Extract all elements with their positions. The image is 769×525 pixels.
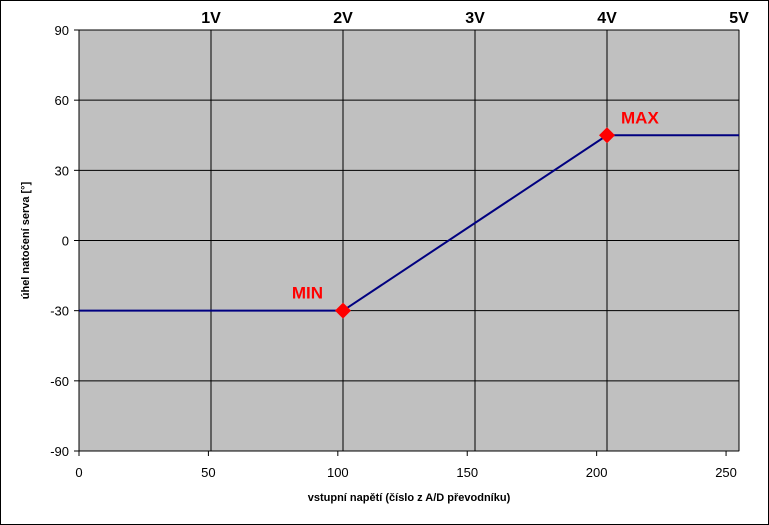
top-voltage-label: 5V [729,10,749,27]
top-voltage-label: 4V [597,10,617,27]
tick-labels: 90 60 30 0 -30 -60 -90 0 50 100 150 200 250 1V 2V 3V 4V 5… [50,10,749,480]
marker-layer: MIN MAX [292,108,659,319]
y-tick-label: 90 [55,23,69,38]
x-tick-label: 250 [715,465,737,480]
y-tick-label: -90 [50,444,69,459]
series-line [79,134,739,312]
y-tick-label: -30 [50,304,69,319]
y-tick-label: 30 [55,163,69,178]
x-tick-label: 0 [75,465,82,480]
x-tick-label: 150 [456,465,478,480]
marker-min-label: MIN [292,284,323,303]
top-voltage-label: 3V [465,10,485,27]
x-tick-label: 100 [327,465,349,480]
series-layer [79,134,739,312]
y-tick-label: 0 [62,234,69,249]
top-voltage-label: 1V [201,10,221,27]
y-axis-title: úhel natočení serva [°] [20,181,32,299]
marker-min-diamond [335,302,351,319]
top-voltage-label: 2V [333,10,353,27]
x-tick-label: 200 [586,465,608,480]
y-tick-label: -60 [50,374,69,389]
marker-max-diamond [599,127,615,144]
marker-max-label: MAX [621,108,659,127]
y-tick-label: 60 [55,93,69,108]
x-tick-label: 50 [201,465,215,480]
x-axis-title: vstupní napětí (číslo z A/D převodníku) [308,492,511,504]
